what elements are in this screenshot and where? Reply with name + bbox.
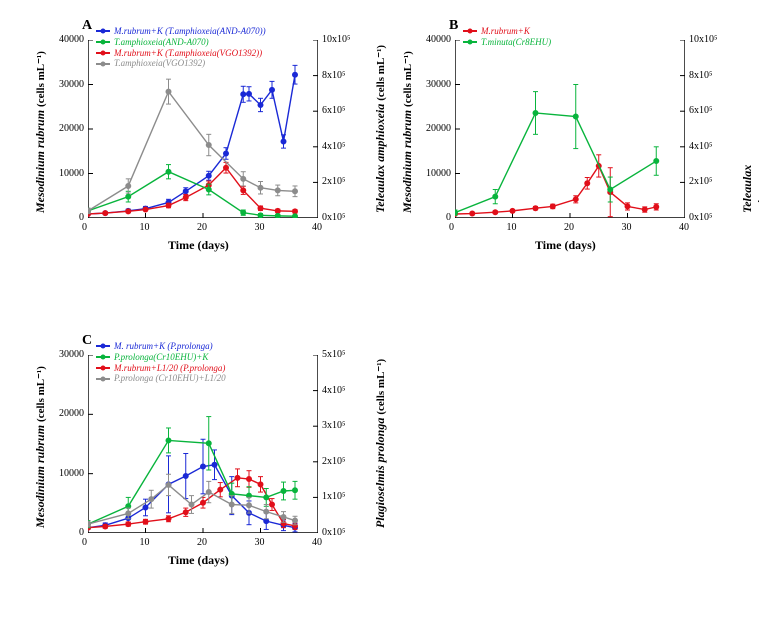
x-tick-label: 30: [255, 537, 265, 548]
y1-axis-label: Mesodinium rubrum (cells mL⁻¹): [400, 51, 415, 213]
y2-tick-label: 2x10⁵: [689, 176, 713, 187]
y2-tick-label: 8x10⁵: [689, 70, 713, 81]
y2-tick-label: 4x10⁵: [689, 141, 713, 152]
legend-label: T.amphioxeia(AND-A070): [114, 37, 209, 48]
panel-label: B: [449, 18, 458, 34]
y2-axis-label: Teleaulax amphioxeia (cells mL⁻¹): [373, 45, 388, 213]
y2-axis-label: Plagioselmis prolonga (cells mL⁻¹): [373, 359, 388, 528]
panel-label: A: [82, 18, 92, 34]
legend-swatch: [96, 52, 110, 54]
legend-item: M.rubrum+K: [463, 26, 551, 37]
legend-swatch: [463, 30, 477, 32]
x-tick-label: 10: [507, 222, 517, 233]
y1-axis-label: Mesodinium rubrum (cells mL⁻¹): [33, 51, 48, 213]
x-tick-label: 20: [197, 537, 207, 548]
y1-tick-label: 20000: [426, 123, 451, 134]
x-axis-label: Time (days): [535, 238, 596, 253]
legend-item: P.prolonga (Cr10EHU)+L1/20: [96, 373, 226, 384]
legend-label: M.rubrum+K (T.amphioxeia(VGO1392)): [114, 48, 262, 59]
panel-label: C: [82, 333, 92, 349]
legend-label: M. rubrum+K (P.prolonga): [114, 341, 213, 352]
legend-item: T.minuta(Cr8EHU): [463, 37, 551, 48]
x-tick-label: 0: [82, 222, 87, 233]
legend-label: M.rubrum+L1/20 (P.prolonga): [114, 363, 225, 374]
y1-tick-label: 20000: [59, 408, 84, 419]
y2-tick-label: 5x10⁵: [322, 349, 346, 360]
y2-tick-label: 0x10⁵: [689, 212, 713, 223]
y1-tick-label: 10000: [426, 168, 451, 179]
y1-axis-label: Mesodinium rubrum (cells mL⁻¹): [33, 366, 48, 528]
chart-panel-B: [455, 40, 685, 218]
legend: M.rubrum+K (T.amphioxeia(AND-A070))T.amp…: [96, 26, 266, 69]
legend-label: M.rubrum+K: [481, 26, 530, 37]
legend-swatch: [96, 63, 110, 65]
legend-item: T.amphioxeia(AND-A070): [96, 37, 266, 48]
x-axis-label: Time (days): [168, 238, 229, 253]
x-tick-label: 40: [679, 222, 689, 233]
legend-item: M.rubrum+K (T.amphioxeia(AND-A070)): [96, 26, 266, 37]
y2-tick-label: 10x10⁵: [322, 34, 351, 45]
y2-tick-label: 2x10⁵: [322, 456, 346, 467]
y2-tick-label: 10x10⁵: [689, 34, 718, 45]
legend-label: M.rubrum+K (T.amphioxeia(AND-A070)): [114, 26, 266, 37]
x-tick-label: 10: [140, 222, 150, 233]
y2-tick-label: 0x10⁵: [322, 527, 346, 538]
x-tick-label: 0: [82, 537, 87, 548]
y2-tick-label: 6x10⁵: [689, 105, 713, 116]
y1-tick-label: 10000: [59, 168, 84, 179]
y2-tick-label: 2x10⁵: [322, 176, 346, 187]
legend-item: P.prolonga(Cr10EHU)+K: [96, 352, 226, 363]
x-tick-label: 20: [564, 222, 574, 233]
y2-tick-label: 4x10⁵: [322, 385, 346, 396]
legend: M. rubrum+K (P.prolonga)P.prolonga(Cr10E…: [96, 341, 226, 384]
y1-tick-label: 10000: [59, 468, 84, 479]
y2-tick-label: 1x10⁵: [322, 491, 346, 502]
legend-item: M.rubrum+K (T.amphioxeia(VGO1392)): [96, 48, 266, 59]
legend-item: M. rubrum+K (P.prolonga): [96, 341, 226, 352]
x-axis-label: Time (days): [168, 553, 229, 568]
y1-tick-label: 30000: [426, 79, 451, 90]
y2-tick-label: 6x10⁵: [322, 105, 346, 116]
legend-swatch: [96, 356, 110, 358]
y2-axis-label: Teleaulax minuta (cells mL⁻¹): [740, 165, 759, 213]
x-tick-label: 40: [312, 537, 322, 548]
y1-tick-label: 0: [79, 527, 84, 538]
legend-swatch: [96, 378, 110, 380]
legend-swatch: [96, 41, 110, 43]
legend-label: T.minuta(Cr8EHU): [481, 37, 551, 48]
y1-tick-label: 0: [79, 212, 84, 223]
y1-tick-label: 40000: [59, 34, 84, 45]
legend-label: P.prolonga(Cr10EHU)+K: [114, 352, 208, 363]
y2-tick-label: 0x10⁵: [322, 212, 346, 223]
legend-swatch: [96, 30, 110, 32]
y1-tick-label: 30000: [59, 79, 84, 90]
legend-swatch: [463, 41, 477, 43]
y1-tick-label: 30000: [59, 349, 84, 360]
x-tick-label: 20: [197, 222, 207, 233]
legend-swatch: [96, 367, 110, 369]
x-tick-label: 30: [622, 222, 632, 233]
legend-item: M.rubrum+L1/20 (P.prolonga): [96, 363, 226, 374]
y2-tick-label: 4x10⁵: [322, 141, 346, 152]
y2-tick-label: 3x10⁵: [322, 420, 346, 431]
x-tick-label: 0: [449, 222, 454, 233]
legend-label: P.prolonga (Cr10EHU)+L1/20: [114, 373, 226, 384]
y1-tick-label: 40000: [426, 34, 451, 45]
y1-tick-label: 20000: [59, 123, 84, 134]
x-tick-label: 30: [255, 222, 265, 233]
legend-label: T.amphioxeia(VGO1392): [114, 58, 205, 69]
y2-tick-label: 8x10⁵: [322, 70, 346, 81]
legend-item: T.amphioxeia(VGO1392): [96, 58, 266, 69]
legend: M.rubrum+KT.minuta(Cr8EHU): [463, 26, 551, 48]
x-tick-label: 40: [312, 222, 322, 233]
x-tick-label: 10: [140, 537, 150, 548]
legend-swatch: [96, 345, 110, 347]
y1-tick-label: 0: [446, 212, 451, 223]
